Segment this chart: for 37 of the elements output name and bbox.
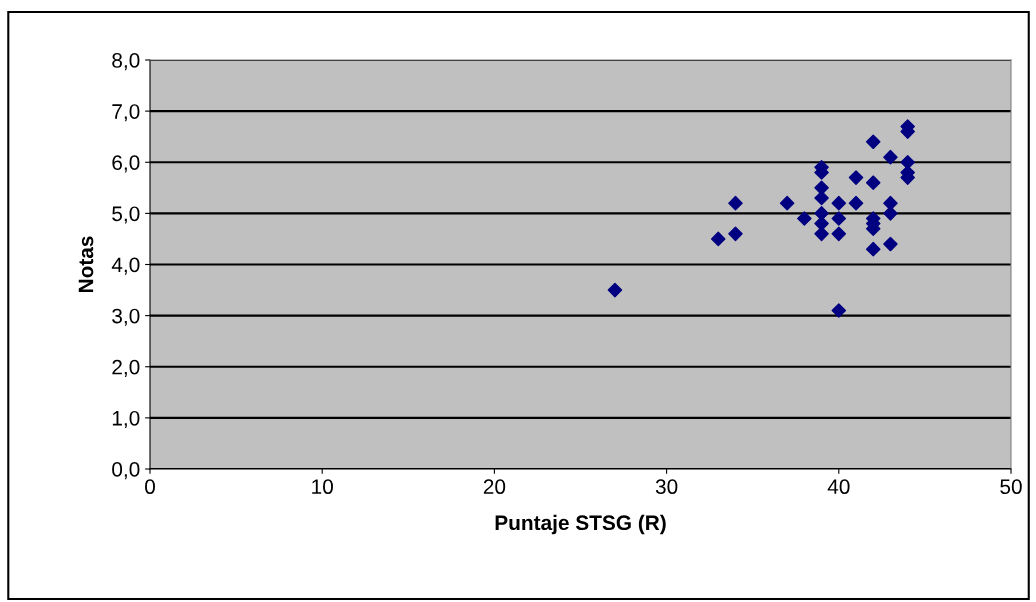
x-tick-label: 10: [312, 479, 333, 495]
point: [607, 282, 623, 298]
x-axis-title: Puntaje STSG (R): [495, 514, 666, 535]
y-tick-label: 8,0: [112, 53, 140, 71]
x-tick-label: 50: [1000, 479, 1022, 495]
point: [883, 149, 898, 165]
point: [865, 241, 881, 257]
point: [831, 303, 847, 318]
point: [848, 170, 864, 185]
y-tick-label: 6,0: [112, 155, 140, 173]
point: [900, 154, 915, 170]
y-tick-label: 1,0: [112, 410, 140, 429]
x-tick-label: 40: [827, 479, 850, 495]
point: [831, 226, 847, 242]
point: [728, 226, 743, 242]
point: [797, 211, 812, 226]
y-tick-label: 4,0: [111, 257, 140, 275]
point: [779, 195, 795, 211]
point: [814, 226, 829, 242]
point: [728, 195, 743, 211]
point: [831, 195, 847, 211]
y-tick-label: 2,0: [112, 359, 140, 377]
point: [710, 231, 726, 247]
point: [848, 195, 864, 211]
y-axis-title: Notas: [78, 236, 94, 293]
point: [865, 175, 881, 190]
x-tick-label: 0: [145, 479, 155, 495]
y-tick-label: 7,0: [112, 104, 140, 122]
x-tick-label: 30: [655, 479, 678, 495]
y-tick-label: 3,0: [112, 308, 140, 326]
y-tick-label: 5,0: [112, 206, 140, 224]
point: [865, 134, 881, 150]
point: [831, 211, 847, 226]
y-tick-label: 0,0: [112, 462, 140, 480]
point: [883, 206, 898, 221]
x-tick-label: 20: [483, 479, 506, 495]
point: [883, 236, 898, 252]
